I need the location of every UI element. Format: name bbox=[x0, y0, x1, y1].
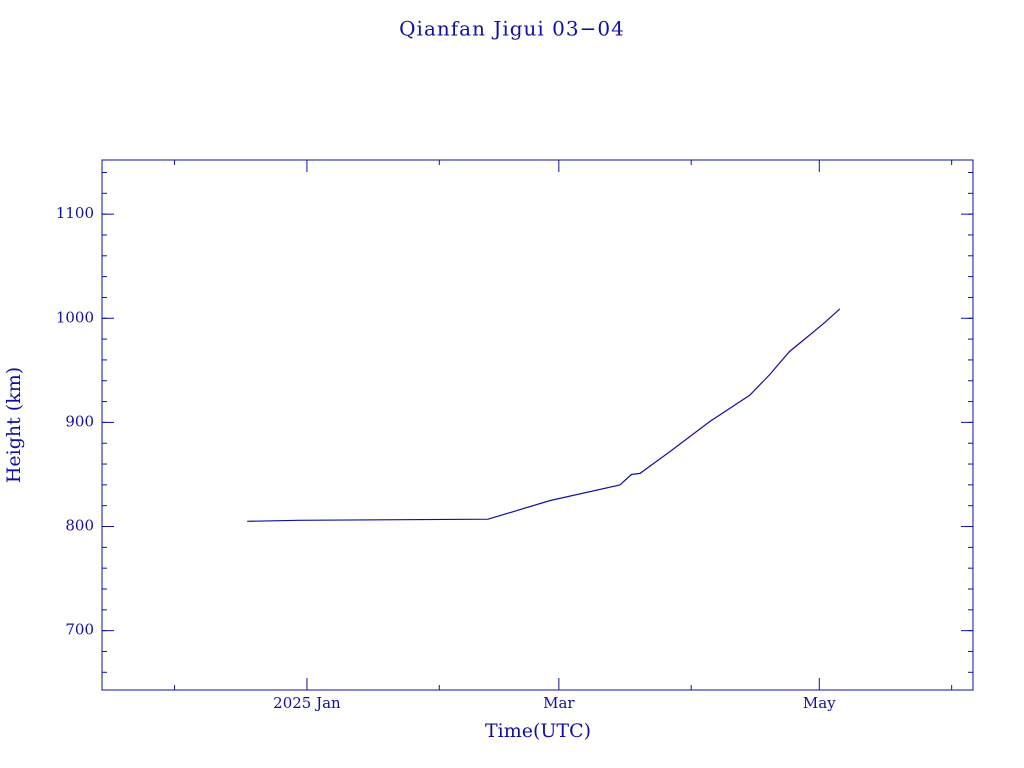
y-tick-label: 700 bbox=[65, 621, 94, 639]
plot-frame bbox=[101, 159, 974, 691]
y-tick-label: 1100 bbox=[56, 204, 94, 222]
chart-title: Qianfan Jigui 03−04 bbox=[399, 17, 625, 41]
y-tick-label: 1000 bbox=[56, 308, 94, 326]
data-line bbox=[247, 308, 841, 522]
x-tick-label: Mar bbox=[543, 694, 575, 712]
y-axis-title: Height (km) bbox=[3, 367, 25, 483]
y-tick-label: 900 bbox=[65, 412, 94, 430]
x-axis-title: Time(UTC) bbox=[485, 720, 591, 742]
y-tick-label: 800 bbox=[65, 517, 94, 535]
x-tick-label: May bbox=[803, 694, 836, 712]
x-tick-label: 2025 Jan bbox=[273, 694, 341, 712]
